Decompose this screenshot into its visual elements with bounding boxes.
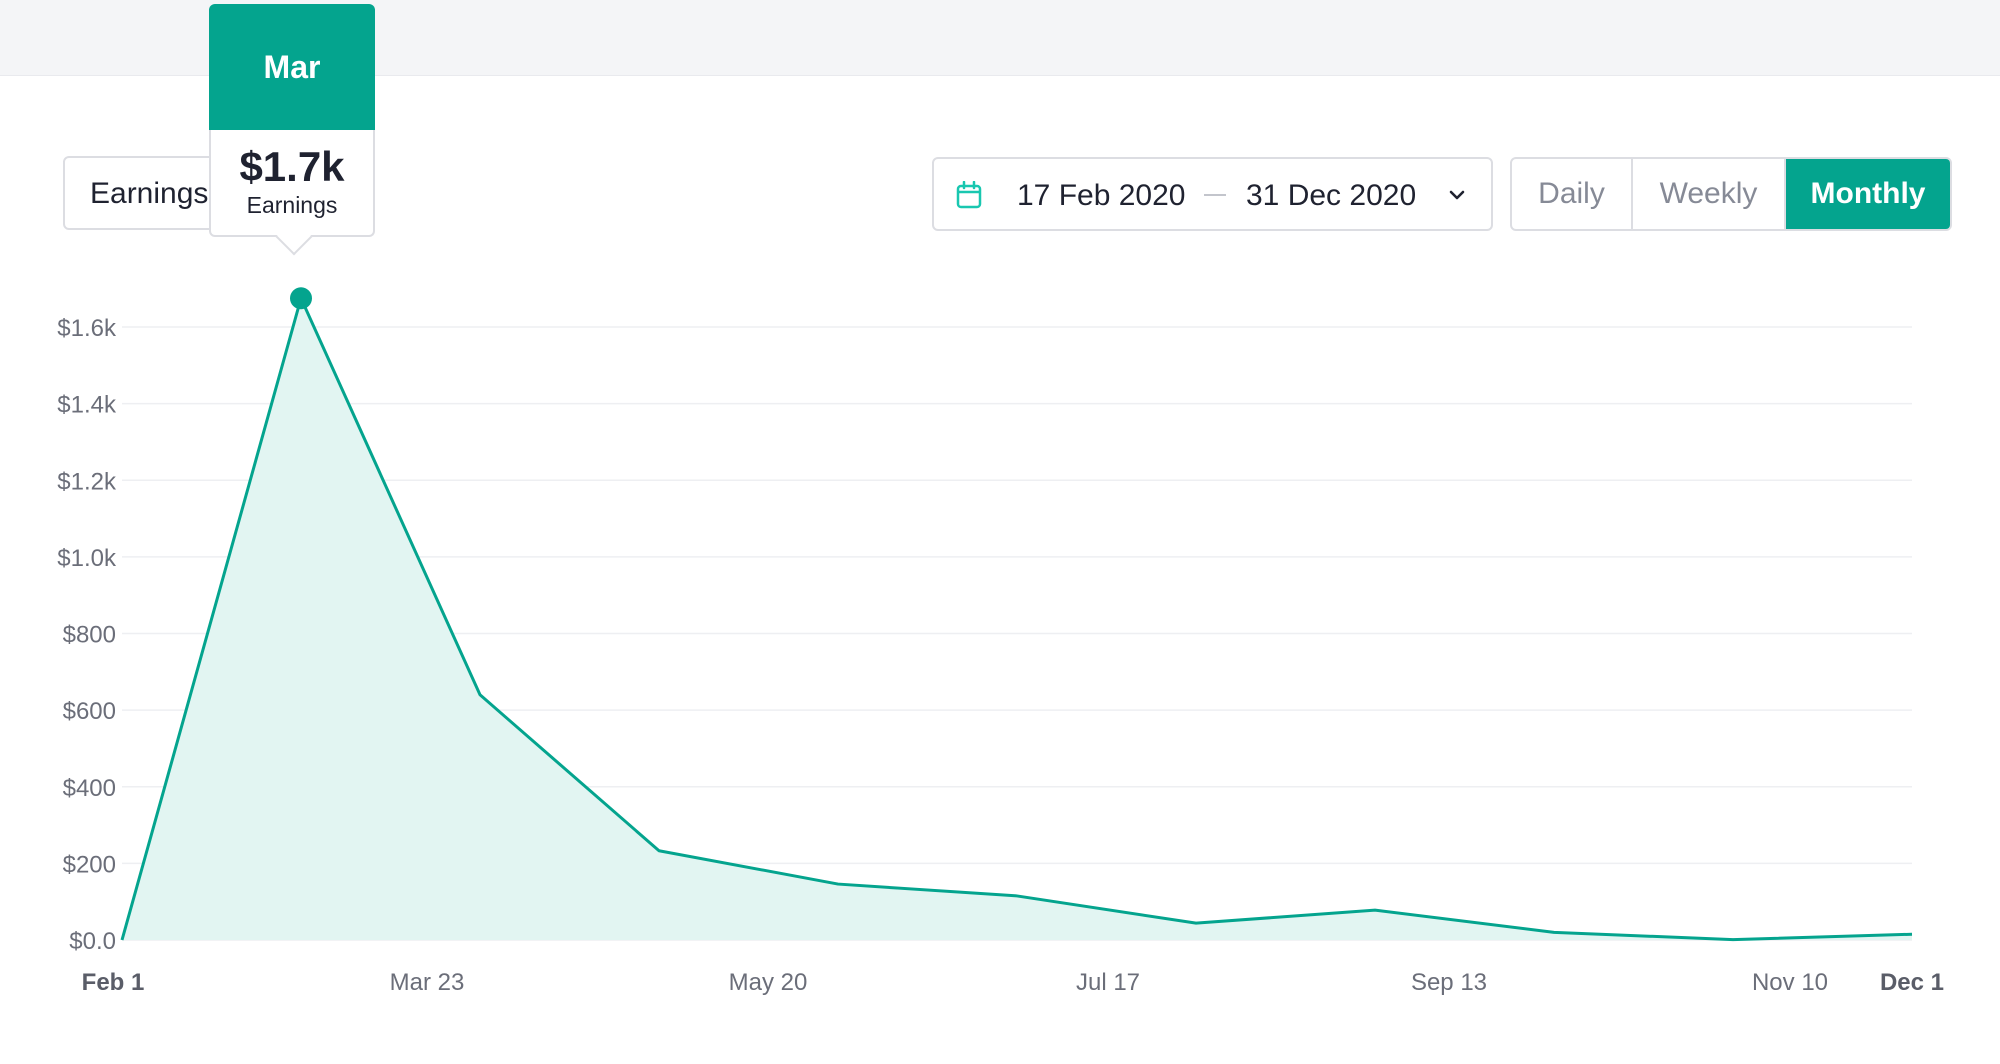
date-range-end: 31 Dec 2020 bbox=[1246, 179, 1417, 212]
period-monthly-button[interactable]: Monthly bbox=[1786, 159, 1950, 229]
tooltip-header: Mar bbox=[209, 4, 375, 130]
tooltip-value: $1.7k bbox=[239, 143, 345, 190]
tooltip-label: Earnings bbox=[246, 192, 338, 218]
date-range-separator bbox=[1204, 194, 1226, 196]
chevron-down-icon bbox=[1447, 185, 1467, 210]
x-tick-label: Jul 17 bbox=[1076, 969, 1140, 996]
tooltip-title: Mar bbox=[263, 48, 321, 85]
x-tick-label: May 20 bbox=[729, 969, 808, 996]
tooltip-body: $1.7k Earnings bbox=[209, 130, 375, 256]
y-axis-labels: $0.0 $200 $400 $600 $800 $1.0k $1.2k $1.4k $1.6k bbox=[57, 315, 117, 955]
x-tick-label: Feb 1 bbox=[82, 969, 145, 996]
date-range-start: 17 Feb 2020 bbox=[1017, 179, 1186, 212]
y-tick-label: $1.6k bbox=[57, 315, 117, 342]
data-points bbox=[290, 287, 312, 310]
chart-tooltip: Mar $1.7k Earnings bbox=[209, 4, 375, 256]
earnings-line bbox=[120, 296, 1913, 942]
y-tick-label: $0.0 bbox=[69, 928, 116, 955]
period-daily-button[interactable]: Daily bbox=[1512, 159, 1633, 229]
metric-selector-label: Earnings bbox=[90, 177, 209, 210]
y-tick-label: $400 bbox=[63, 775, 116, 802]
x-tick-label: Mar 23 bbox=[390, 969, 465, 996]
x-tick-label: Dec 1 bbox=[1880, 969, 1944, 996]
x-axis-labels: Feb 1 Mar 23 May 20 Jul 17 Sep 13 Nov 10 Dec 1 bbox=[82, 969, 1944, 996]
y-tick-label: $200 bbox=[63, 851, 116, 878]
period-weekly-button[interactable]: Weekly bbox=[1633, 159, 1786, 229]
y-tick-label: $600 bbox=[63, 698, 116, 725]
date-range-picker[interactable]: 17 Feb 2020 31 Dec 2020 bbox=[932, 157, 1493, 231]
period-toggle: Daily Weekly Monthly bbox=[1510, 157, 1952, 231]
x-tick-label: Sep 13 bbox=[1411, 969, 1487, 996]
calendar-icon bbox=[956, 180, 982, 214]
y-tick-label: $1.0k bbox=[57, 545, 117, 572]
x-tick-label: Nov 10 bbox=[1752, 969, 1828, 996]
earnings-area bbox=[122, 298, 1912, 940]
y-tick-label: $1.2k bbox=[57, 468, 117, 495]
y-tick-label: $800 bbox=[63, 622, 116, 649]
highlighted-data-point[interactable] bbox=[290, 287, 312, 310]
y-tick-label: $1.4k bbox=[57, 392, 117, 419]
